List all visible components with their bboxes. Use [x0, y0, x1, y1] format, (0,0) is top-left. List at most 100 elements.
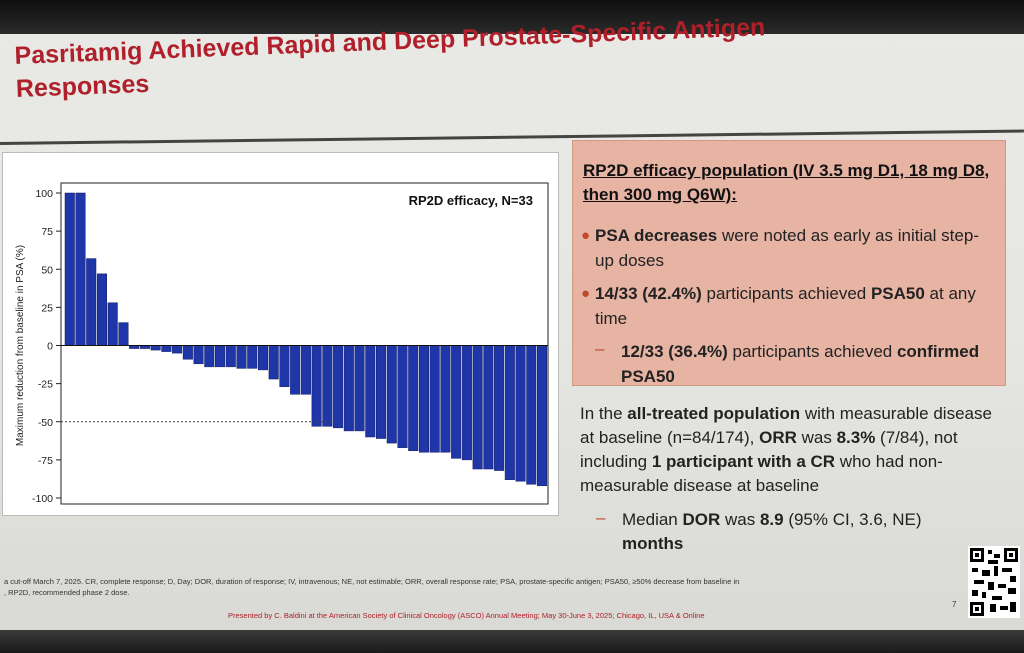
presented-by: Presented by C. Baldini at the American … [228, 611, 705, 620]
waterfall-bar [161, 345, 172, 352]
waterfall-bar [365, 345, 376, 438]
waterfall-bar [268, 345, 279, 380]
dor-sub-bullet: Median DOR was 8.9 (95% CI, 3.6, NE) mon… [622, 508, 982, 556]
plot-frame [60, 182, 549, 505]
para-bold-4: 1 participant with a CR [651, 452, 836, 471]
waterfall-bar [182, 345, 193, 360]
waterfall-bar [537, 345, 548, 487]
waterfall-bar [408, 345, 419, 451]
waterfall-bar [75, 192, 86, 346]
projector-border-top [0, 0, 1024, 34]
projector-border-bottom [0, 630, 1024, 653]
waterfall-bar [451, 345, 462, 459]
waterfall-bar [96, 273, 107, 346]
waterfall-svg: 100 75 50 25 0 -25 -50 -75 -100 Maximum reduction… [15, 182, 549, 505]
callout-bullet-1: PSA decreases were noted as early as ini… [595, 223, 995, 273]
y-tick-label: -75 [38, 455, 53, 467]
para-text-2: with measurable disease at baseline (n=8… [580, 404, 992, 447]
page-number: 7 [952, 600, 957, 609]
bullet-dot-icon: ● [581, 227, 591, 244]
waterfall-bar [343, 345, 354, 432]
bullet-1-bold: PSA decreases [595, 226, 718, 245]
dor-text-2: was [720, 510, 760, 529]
waterfall-bar [236, 345, 247, 369]
dor-text-3: (95% CI, 3.6, NE) [783, 510, 922, 529]
sub-bullet-bold-1: 12/33 (36.4%) [621, 342, 728, 361]
para-text-4: (7/84), not including [580, 428, 958, 471]
waterfall-bar [429, 345, 440, 453]
waterfall-bar [354, 345, 365, 432]
waterfall-chart: 100 75 50 25 0 -25 -50 -75 -100 Maximum reduction… [2, 152, 559, 516]
waterfall-bar [279, 345, 290, 387]
y-tick-label: 100 [35, 188, 53, 200]
waterfall-bar [494, 345, 505, 471]
qr-code-icon [968, 546, 1020, 618]
callout-bullet-2: 14/33 (42.4%) participants achieved PSA5… [595, 281, 995, 331]
y-tick-label: -25 [38, 379, 53, 391]
para-text-3: was [796, 428, 837, 447]
y-tick-label: -100 [32, 493, 53, 505]
waterfall-bar [526, 345, 537, 485]
para-bold-2: ORR [759, 428, 797, 447]
dor-bold-3: months [622, 534, 684, 553]
dor-bold-2: 8.9 [759, 510, 784, 529]
callout-sub-bullet: 12/33 (36.4%) participants achieved conf… [621, 339, 991, 389]
bullet-2-bold-1: 14/33 (42.4%) [595, 284, 702, 303]
para-bold-1: all-treated population [627, 404, 801, 423]
para-text-5: who had non-measurable disease at baseli… [580, 452, 943, 495]
waterfall-bar [118, 322, 129, 346]
y-tick-label: 50 [41, 264, 53, 276]
waterfall-bar [333, 345, 344, 429]
sub-bullet-bold-2: confirmed PSA50 [621, 342, 980, 386]
waterfall-bar [64, 192, 75, 346]
waterfall-bar [107, 302, 118, 346]
sub-bullet-dash-icon: – [595, 339, 605, 358]
callout-heading: RP2D efficacy population (IV 3.5 mg D1, … [583, 161, 990, 204]
waterfall-bar [515, 345, 526, 482]
waterfall-bar [311, 345, 322, 427]
waterfall-bar [397, 345, 408, 448]
bullet-2-bold-2: PSA50 [870, 284, 925, 303]
dor-text-1: Median [622, 510, 683, 529]
footnote-line-2: , RP2D, recommended phase 2 dose. [4, 588, 130, 597]
waterfall-bar [225, 345, 236, 368]
waterfall-bar [440, 345, 451, 453]
sub-bullet-text: participants achieved [727, 342, 897, 361]
waterfall-bar [504, 345, 515, 480]
dor-dash-icon: – [596, 508, 606, 527]
waterfall-bar [290, 345, 301, 395]
waterfall-bar [172, 345, 183, 354]
waterfall-bar [418, 345, 429, 453]
waterfall-bar [376, 345, 387, 439]
footnote-line-1: a cut-off March 7, 2025. CR, complete re… [4, 577, 740, 586]
waterfall-bar [215, 345, 226, 368]
waterfall-bar [461, 345, 472, 461]
waterfall-bar [193, 345, 204, 365]
all-treated-paragraph: In the all-treated population with measu… [580, 402, 1000, 498]
waterfall-bar [300, 345, 311, 395]
para-bold-3: 8.3% [836, 428, 876, 447]
waterfall-bar [322, 345, 333, 427]
bullet-dot-icon: ● [581, 285, 591, 302]
para-text-1: In the [580, 404, 628, 423]
waterfall-bar [247, 345, 258, 369]
waterfall-bar [204, 345, 215, 368]
waterfall-bar [257, 345, 268, 371]
y-tick-label: 75 [41, 226, 53, 238]
y-axis-label: Maximum reduction from baseline in PSA (… [15, 245, 26, 446]
bullet-2-text-1: participants achieved [701, 284, 871, 303]
waterfall-bar [386, 345, 397, 444]
footnote: a cut-off March 7, 2025. CR, complete re… [4, 576, 944, 598]
bullet-2-text-2: at any time [595, 284, 976, 328]
efficacy-callout: RP2D efficacy population (IV 3.5 mg D1, … [572, 140, 1006, 386]
bullet-1-text: were noted as early as initial step-up d… [595, 226, 979, 270]
waterfall-bar [86, 258, 97, 346]
y-tick-label: -50 [38, 417, 53, 429]
waterfall-bar [472, 345, 483, 470]
waterfall-bar [483, 345, 494, 470]
dor-bold-1: DOR [682, 510, 721, 529]
y-tick-label: 25 [41, 302, 53, 314]
chart-annotation: RP2D efficacy, N=33 [409, 193, 533, 208]
y-tick-label: 0 [47, 341, 53, 353]
